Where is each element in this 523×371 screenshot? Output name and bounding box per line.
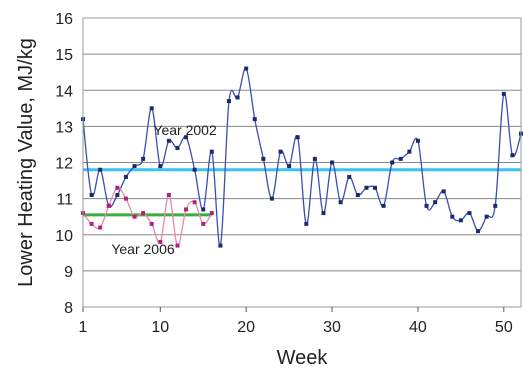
data-point-year-2002: [407, 149, 412, 154]
data-point-year-2006: [141, 211, 146, 216]
data-point-year-2006: [184, 207, 189, 212]
data-point-year-2006: [115, 185, 120, 190]
series-line-year-2006: [82, 187, 213, 247]
data-point-year-2002: [467, 211, 472, 216]
x-tick-label: 40: [409, 319, 427, 336]
data-point-year-2006: [158, 239, 163, 244]
data-point-year-2002: [390, 160, 395, 165]
data-point-year-2002: [115, 193, 120, 198]
x-tick-label: 50: [495, 319, 513, 336]
data-point-year-2002: [355, 193, 360, 198]
data-point-year-2002: [312, 156, 317, 161]
data-point-year-2002: [235, 95, 240, 100]
data-point-year-2002: [175, 146, 180, 151]
data-point-year-2002: [218, 243, 223, 248]
data-point-year-2002: [493, 203, 498, 208]
data-point-year-2006: [149, 221, 154, 226]
data-point-year-2006: [175, 243, 180, 248]
x-axis-title: Week: [277, 347, 329, 369]
data-point-year-2002: [330, 160, 335, 165]
data-point-year-2002: [158, 164, 163, 169]
data-point-year-2002: [184, 135, 189, 140]
x-tick-label: 10: [151, 319, 169, 336]
data-point-year-2002: [450, 214, 455, 219]
data-point-year-2002: [347, 174, 352, 179]
y-tick-label: 12: [55, 156, 73, 173]
y-tick-labels: 8 9 10 11 12 13 14 15 16: [55, 11, 73, 317]
reference-lines: [83, 168, 521, 217]
plot-area-frame: [82, 17, 522, 308]
grid-lines: [83, 17, 521, 308]
y-tick-label: 15: [55, 47, 73, 64]
data-point-year-2002: [415, 138, 420, 143]
data-point-year-2002: [476, 229, 481, 234]
y-tick-label: 16: [55, 11, 73, 28]
y-axis-title: Lower Heating Value, MJ/kg: [15, 38, 37, 287]
y-tick-label: 11: [56, 192, 73, 209]
data-point-year-2006: [123, 196, 128, 201]
data-point-year-2006: [89, 221, 94, 226]
data-point-year-2002: [89, 193, 94, 198]
data-point-year-2002: [381, 203, 386, 208]
data-point-year-2002: [501, 91, 506, 96]
data-point-year-2002: [123, 174, 128, 179]
y-tick-label: 9: [64, 264, 73, 281]
data-point-year-2002: [510, 153, 515, 158]
data-point-year-2002: [441, 189, 446, 194]
data-point-year-2006: [201, 221, 206, 226]
y-tick-label: 10: [55, 228, 73, 245]
data-point-year-2002: [287, 164, 292, 169]
x-tick-label: 20: [237, 319, 255, 336]
data-point-year-2002: [304, 221, 309, 226]
data-point-year-2002: [484, 214, 489, 219]
data-point-year-2002: [244, 66, 249, 71]
data-point-year-2006: [98, 225, 103, 230]
data-point-year-2006: [192, 200, 197, 205]
data-point-year-2002: [364, 185, 369, 190]
series-line-year-2002: [82, 67, 522, 247]
data-point-year-2002: [166, 138, 171, 143]
y-tick-label: 8: [64, 300, 73, 317]
data-point-year-2002: [141, 156, 146, 161]
series-lines: [81, 66, 523, 248]
x-tick-label: 30: [323, 319, 341, 336]
annotation-year-2002: Year 2002: [153, 122, 217, 138]
data-point-year-2002: [278, 149, 283, 154]
data-point-year-2002: [98, 167, 103, 172]
x-tick-labels: 1 10 20 30 40 50: [79, 307, 513, 336]
data-point-year-2002: [295, 135, 300, 140]
x-tick-label: 1: [79, 319, 88, 336]
y-tick-label: 14: [55, 83, 73, 100]
data-point-year-2002: [149, 106, 154, 111]
data-point-year-2002: [192, 167, 197, 172]
data-point-year-2002: [261, 156, 266, 161]
annotation-year-2006: Year 2006: [111, 241, 175, 257]
data-point-year-2002: [227, 99, 231, 104]
data-point-year-2002: [458, 218, 463, 223]
data-point-year-2002: [132, 164, 137, 169]
y-tick-label: 13: [55, 119, 73, 136]
data-point-year-2002: [433, 200, 438, 205]
data-point-year-2002: [321, 211, 326, 216]
data-point-year-2002: [338, 200, 343, 205]
data-point-year-2002: [269, 196, 274, 201]
data-point-year-2002: [398, 156, 403, 161]
data-point-year-2002: [424, 203, 429, 208]
data-point-year-2006: [166, 193, 171, 198]
data-point-year-2002: [201, 207, 206, 212]
data-point-year-2006: [132, 214, 137, 219]
data-point-year-2006: [106, 203, 111, 208]
data-point-year-2002: [373, 185, 377, 190]
data-point-year-2002: [252, 117, 257, 122]
data-point-year-2006: [209, 211, 214, 216]
data-point-year-2002: [209, 149, 214, 154]
